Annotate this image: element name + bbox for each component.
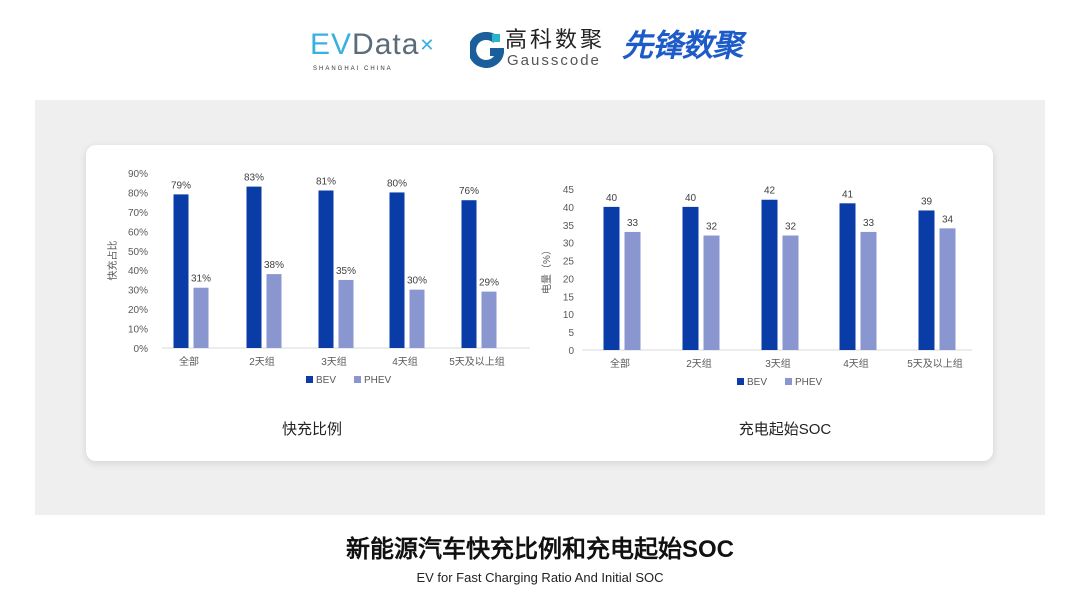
data-label: 38%	[264, 260, 284, 271]
y-tick-label: 30%	[128, 286, 148, 297]
bar-phev	[624, 231, 641, 350]
y-tick-label: 10	[563, 310, 575, 321]
x-tick-label: 2天组	[686, 357, 712, 370]
x-tick-label: 3天组	[765, 357, 791, 370]
y-tick-label: 30	[563, 239, 575, 250]
y-tick-label: 15	[563, 292, 575, 303]
gausscode-logo-cn: 高科数聚	[505, 27, 606, 52]
evdata-logo-sub: SHANGHAI CHINA	[313, 66, 393, 72]
data-label: 35%	[336, 266, 356, 277]
data-label: 76%	[459, 186, 479, 197]
legend-label-phev: PHEV	[364, 375, 392, 386]
bar-bev	[318, 190, 334, 348]
x-tick-label: 5天及以上组	[449, 355, 505, 368]
evdata-logo: EVData✕	[310, 28, 436, 61]
x-tick-label: 全部	[610, 357, 630, 370]
data-label: 80%	[387, 178, 407, 189]
x-tick-label: 3天组	[321, 355, 347, 368]
data-label: 33	[863, 218, 875, 229]
bar-phev	[939, 228, 956, 350]
y-tick-label: 35	[563, 221, 575, 232]
chart-title-initial-soc: 充电起始SOC	[738, 421, 832, 438]
gausscode-logo-en: Gausscode	[507, 52, 601, 69]
data-label: 34	[942, 214, 954, 225]
data-label: 41	[842, 189, 854, 200]
bar-bev	[839, 203, 856, 350]
x-tick-label: 4天组	[392, 355, 418, 368]
legend-label-bev: BEV	[316, 375, 336, 386]
y-tick-label: 0%	[134, 344, 149, 355]
legend-swatch-phev	[785, 378, 792, 385]
y-axis-label: 快充占比	[106, 241, 119, 281]
legend-swatch-bev	[737, 378, 744, 385]
bar-bev	[246, 186, 262, 348]
bar-bev	[173, 194, 189, 348]
y-tick-label: 45	[563, 185, 575, 196]
bar-phev	[409, 289, 425, 348]
chart-title-fast-charge: 快充比例	[281, 421, 343, 438]
x-tick-label: 2天组	[249, 355, 275, 368]
y-tick-label: 20%	[128, 305, 148, 316]
y-tick-label: 25	[563, 257, 575, 268]
sub-title: EV for Fast Charging Ratio And Initial S…	[416, 570, 664, 585]
xianfeng-logo: 先锋数聚	[622, 28, 743, 63]
data-label: 29%	[479, 278, 499, 289]
legend-swatch-bev	[306, 376, 313, 383]
legend-label-phev: PHEV	[795, 377, 823, 388]
legend-label-bev: BEV	[747, 377, 767, 388]
bar-bev	[389, 192, 405, 348]
bar-phev	[481, 291, 497, 348]
bar-phev	[193, 287, 209, 348]
y-axis-label: 电量（%）	[540, 245, 553, 294]
bar-bev	[603, 206, 620, 350]
bar-bev	[682, 206, 699, 350]
bar-phev	[338, 279, 354, 348]
y-tick-label: 40%	[128, 266, 148, 277]
bar-bev	[918, 210, 935, 350]
bar-phev	[266, 274, 282, 348]
gausscode-logo-icon	[470, 32, 504, 68]
data-label: 40	[685, 193, 697, 204]
data-label: 39	[921, 196, 933, 207]
data-label: 33	[627, 218, 639, 229]
data-label: 81%	[316, 177, 336, 188]
x-tick-label: 5天及以上组	[907, 357, 963, 370]
y-tick-label: 20	[563, 274, 575, 285]
data-label: 42	[764, 186, 776, 197]
data-label: 79%	[171, 180, 191, 191]
y-tick-label: 0	[568, 346, 574, 357]
data-label: 31%	[191, 274, 211, 285]
y-tick-label: 80%	[128, 188, 148, 199]
bar-bev	[761, 199, 778, 350]
legend-swatch-phev	[354, 376, 361, 383]
y-tick-label: 50%	[128, 247, 148, 258]
data-label: 30%	[407, 276, 427, 287]
bar-phev	[782, 235, 799, 350]
bar-phev	[703, 235, 720, 350]
x-tick-label: 4天组	[843, 357, 869, 370]
data-label: 40	[606, 193, 618, 204]
y-tick-label: 90%	[128, 169, 148, 180]
bar-bev	[461, 200, 477, 348]
data-label: 32	[706, 222, 718, 233]
y-tick-label: 40	[563, 203, 575, 214]
y-tick-label: 60%	[128, 227, 148, 238]
y-tick-label: 5	[568, 328, 574, 339]
main-title: 新能源汽车快充比例和充电起始SOC	[345, 536, 734, 563]
y-tick-label: 70%	[128, 208, 148, 219]
data-label: 83%	[244, 173, 264, 184]
y-tick-label: 10%	[128, 325, 148, 336]
data-label: 32	[785, 222, 797, 233]
bar-phev	[860, 231, 877, 350]
x-tick-label: 全部	[179, 355, 199, 368]
